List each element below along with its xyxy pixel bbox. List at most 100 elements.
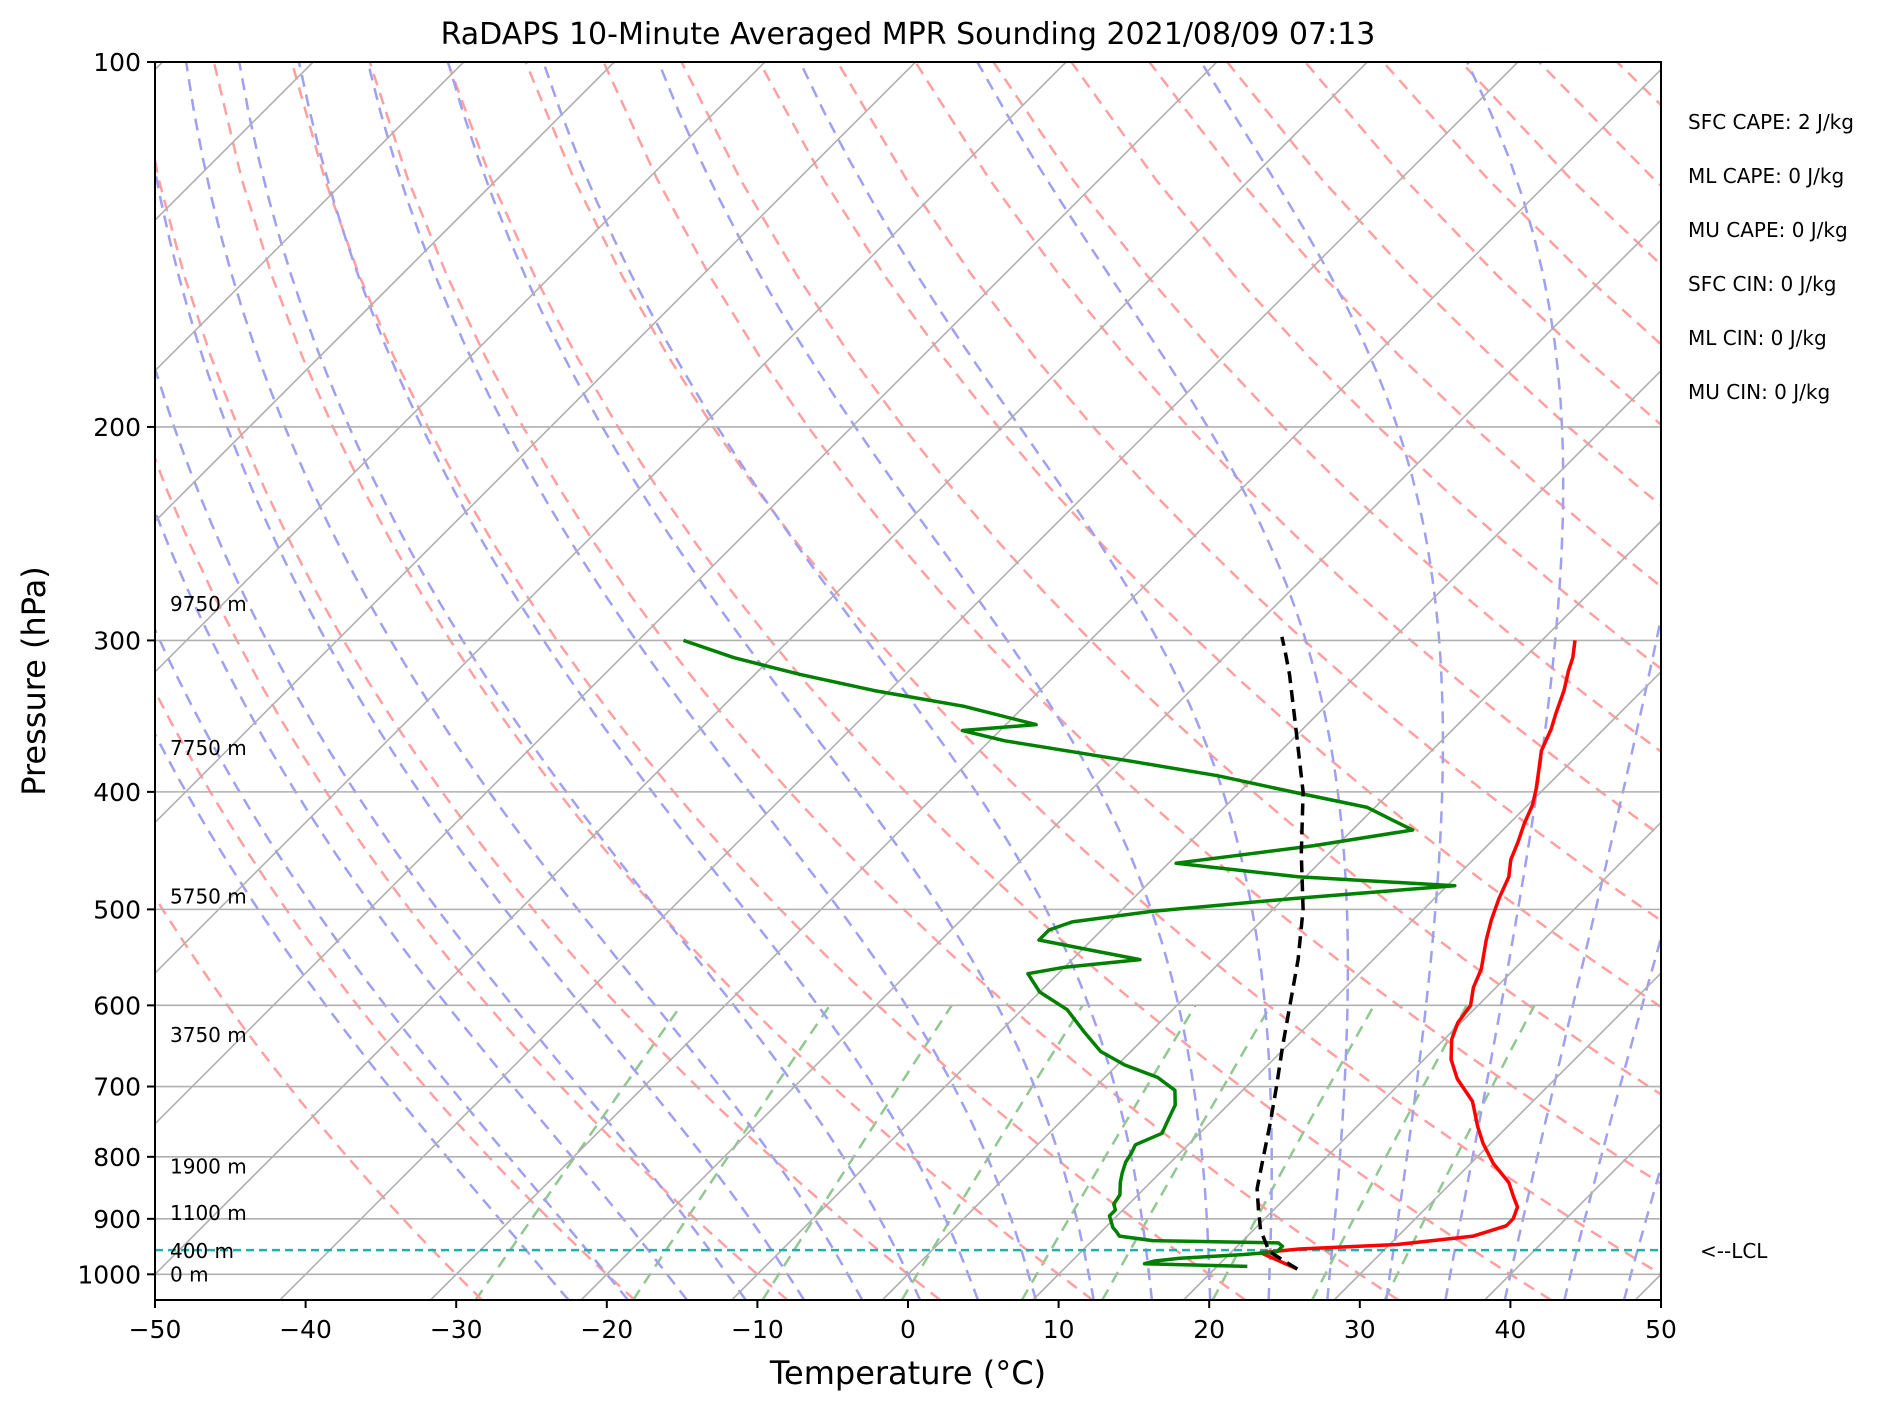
y-tick-label: 100: [93, 48, 141, 77]
x-tick-label: 30: [1344, 1315, 1376, 1344]
moist-adiabat-line: [657, 62, 1212, 1300]
y-tick-label: 700: [93, 1073, 141, 1102]
dry-adiabat-line: [155, 455, 789, 1300]
mixing-ratio-line: [1383, 1004, 1536, 1300]
index-label: SFC CIN: 0 J/kg: [1688, 272, 1836, 296]
y-tick-label: 400: [93, 778, 141, 807]
y-tick-label: 900: [93, 1205, 141, 1234]
lcl-label: <--LCL: [1700, 1239, 1768, 1263]
height-label: 3750 m: [170, 1023, 247, 1047]
y-axis: 100 200 300 400 500 600 700 800 900 1000: [77, 48, 155, 1289]
y-tick-label: 600: [93, 991, 141, 1020]
dry-adiabats: [155, 62, 1661, 1300]
moist-adiabat-line: [155, 731, 570, 1300]
moist-adiabat-line: [155, 163, 806, 1300]
dry-adiabat-line: [368, 62, 1399, 1300]
dry-adiabat-line: [602, 62, 1661, 1185]
index-label: MU CIN: 0 J/kg: [1688, 380, 1830, 404]
x-tick-label: −20: [580, 1315, 633, 1344]
dry-adiabat-line: [446, 62, 1552, 1300]
moist-adiabat-line: [1563, 933, 1661, 1300]
isotherm-line: [155, 62, 1218, 1125]
isotherm-line: [279, 62, 1519, 1300]
moist-adiabat-line: [1622, 1162, 1661, 1300]
isotherm-line: [1333, 971, 1661, 1300]
moist-adiabat-line: [446, 62, 1096, 1300]
isotherm-line: [155, 62, 917, 824]
isotherm-line: [155, 62, 465, 372]
plot-area: [155, 62, 1661, 1300]
mixing-ratio-line: [761, 1004, 953, 1300]
isotherm-line: [155, 62, 1067, 975]
isobar-lines: [155, 62, 1661, 1276]
dry-adiabat-line: [290, 62, 1247, 1300]
y-tick-label: 1000: [77, 1260, 141, 1289]
dry-adiabat-line: [155, 688, 636, 1300]
moist-adiabat-line: [1200, 62, 1445, 1300]
dry-adiabat-line: [992, 62, 1661, 754]
isotherm-line: [881, 520, 1661, 1300]
isotherm-line: [155, 62, 766, 674]
parcel-path-line: [1255, 636, 1305, 1271]
moist-adiabats: [155, 62, 1661, 1300]
dry-adiabat-line: [758, 62, 1661, 1009]
temperature-line: [1259, 640, 1577, 1271]
dewpoint-line: [682, 638, 1457, 1269]
mixing-ratio-line: [900, 1004, 1084, 1300]
isotherm-line: [429, 68, 1661, 1300]
moist-adiabat-line: [798, 62, 1273, 1300]
x-axis-label: Temperature (°C): [769, 1354, 1046, 1392]
mixing-ratio-line: [474, 1004, 683, 1300]
isotherm-line: [1032, 670, 1661, 1300]
dry-adiabat-line: [680, 62, 1661, 1096]
dry-adiabat-line: [914, 62, 1661, 837]
isotherm-lines: [155, 62, 1661, 1300]
x-tick-label: −10: [731, 1315, 784, 1344]
dry-adiabat-line: [212, 62, 1094, 1300]
height-label: 0 m: [170, 1262, 209, 1286]
y-tick-label: 800: [93, 1143, 141, 1172]
moist-adiabat-line: [542, 62, 1154, 1300]
moist-adiabat-line: [155, 364, 747, 1300]
height-label: 1900 m: [170, 1155, 247, 1179]
x-tick-label: 50: [1645, 1315, 1677, 1344]
chart-title: RaDAPS 10-Minute Averaged MPR Sounding 2…: [441, 17, 1376, 52]
index-label: ML CIN: 0 J/kg: [1688, 326, 1827, 350]
y-tick-label: 300: [93, 626, 141, 655]
mixing-ratio-line: [1211, 1004, 1376, 1300]
x-tick-label: −50: [129, 1315, 182, 1344]
moist-adiabat-line: [155, 507, 688, 1300]
moist-adiabat-line: [366, 62, 1038, 1300]
y-tick-label: 200: [93, 413, 141, 442]
moist-adiabat-line: [1444, 62, 1565, 1300]
moist-adiabat-line: [155, 626, 629, 1300]
index-label: SFC CAPE: 2 J/kg: [1688, 110, 1854, 134]
moist-adiabat-line: [297, 62, 980, 1300]
x-tick-label: −40: [279, 1315, 332, 1344]
index-label: MU CAPE: 0 J/kg: [1688, 218, 1848, 242]
height-label: 400 m: [170, 1239, 234, 1263]
mixing-ratio-line: [632, 1004, 831, 1300]
mixing-ratio-line: [1101, 1004, 1272, 1300]
index-label: ML CAPE: 0 J/kg: [1688, 164, 1844, 188]
height-label: 9750 m: [170, 592, 247, 616]
mixing-ratio-lines: [474, 1004, 1536, 1300]
x-tick-label: −30: [430, 1315, 483, 1344]
mixing-ratio-line: [1310, 1004, 1468, 1300]
moist-adiabat-line: [1503, 612, 1661, 1300]
height-label: 7750 m: [170, 736, 247, 760]
stability-indices: SFC CAPE: 2 J/kg ML CAPE: 0 J/kg MU CAPE: …: [1688, 110, 1854, 404]
height-label: 5750 m: [170, 885, 247, 909]
moist-adiabat-line: [184, 62, 864, 1300]
isotherm-line: [1182, 821, 1661, 1300]
y-tick-label: 500: [93, 895, 141, 924]
sounding-series: [682, 636, 1577, 1271]
height-label: 1100 m: [170, 1201, 247, 1225]
isotherm-line: [155, 62, 615, 523]
isotherm-line: [580, 218, 1661, 1300]
mixing-ratio-line: [1020, 1004, 1197, 1300]
x-tick-label: 0: [900, 1315, 916, 1344]
isotherm-line: [731, 369, 1661, 1300]
x-tick-label: 40: [1494, 1315, 1526, 1344]
